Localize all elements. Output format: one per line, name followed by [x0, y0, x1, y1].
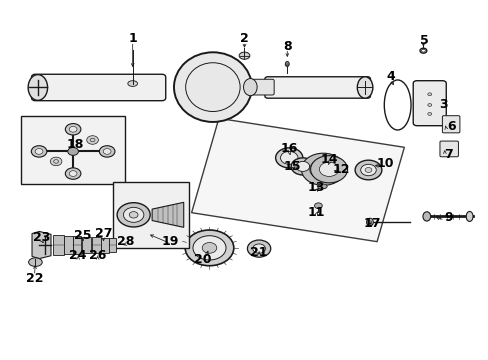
Ellipse shape	[129, 212, 138, 218]
Ellipse shape	[202, 243, 216, 253]
Bar	[53, 235, 63, 255]
Text: 5: 5	[419, 34, 428, 47]
FancyBboxPatch shape	[412, 81, 446, 126]
Ellipse shape	[290, 158, 314, 175]
Ellipse shape	[319, 162, 338, 176]
Text: 2: 2	[240, 32, 248, 45]
FancyBboxPatch shape	[264, 77, 370, 98]
Ellipse shape	[65, 123, 81, 135]
Ellipse shape	[309, 159, 336, 179]
Text: 17: 17	[363, 217, 380, 230]
Text: 6: 6	[446, 120, 454, 133]
Bar	[113, 182, 188, 248]
Text: 24: 24	[69, 249, 87, 262]
Text: 21: 21	[250, 246, 267, 258]
Text: 10: 10	[376, 157, 393, 170]
Ellipse shape	[174, 52, 251, 122]
Ellipse shape	[65, 168, 81, 179]
Ellipse shape	[295, 161, 309, 171]
Text: 1: 1	[128, 32, 137, 45]
Ellipse shape	[31, 146, 47, 157]
Ellipse shape	[427, 104, 431, 107]
Ellipse shape	[247, 240, 270, 257]
Bar	[73, 237, 81, 253]
FancyBboxPatch shape	[248, 79, 274, 95]
Ellipse shape	[50, 157, 62, 166]
Text: 22: 22	[26, 272, 43, 285]
Ellipse shape	[365, 167, 371, 172]
Bar	[109, 238, 116, 252]
Text: 8: 8	[283, 40, 291, 53]
Ellipse shape	[193, 236, 225, 260]
Bar	[101, 238, 109, 252]
Ellipse shape	[275, 148, 302, 168]
Ellipse shape	[35, 149, 43, 154]
Ellipse shape	[465, 211, 472, 221]
Text: 18: 18	[66, 139, 84, 152]
Text: 7: 7	[444, 148, 452, 162]
Ellipse shape	[69, 126, 77, 132]
Ellipse shape	[427, 93, 431, 96]
Ellipse shape	[280, 152, 297, 164]
Text: 19: 19	[162, 235, 179, 248]
Ellipse shape	[301, 153, 345, 185]
Polygon shape	[32, 231, 51, 258]
Text: 11: 11	[307, 206, 325, 219]
Text: 28: 28	[117, 235, 134, 248]
Ellipse shape	[123, 207, 143, 222]
Bar	[64, 236, 73, 254]
Bar	[191, 118, 404, 242]
Text: 16: 16	[280, 142, 297, 155]
Ellipse shape	[86, 136, 98, 144]
Bar	[81, 237, 91, 253]
Ellipse shape	[117, 203, 150, 227]
Text: 4: 4	[385, 70, 394, 83]
Text: 15: 15	[283, 160, 300, 173]
Bar	[21, 116, 125, 184]
Ellipse shape	[68, 148, 78, 156]
Ellipse shape	[243, 78, 257, 96]
Text: 14: 14	[320, 153, 338, 166]
Ellipse shape	[29, 258, 42, 266]
Ellipse shape	[103, 149, 111, 154]
Ellipse shape	[314, 203, 322, 208]
Polygon shape	[152, 202, 183, 227]
Ellipse shape	[360, 164, 375, 176]
Ellipse shape	[285, 62, 288, 66]
Ellipse shape	[185, 230, 233, 266]
Ellipse shape	[427, 112, 431, 115]
Ellipse shape	[28, 75, 47, 100]
Text: 13: 13	[307, 181, 325, 194]
Text: 20: 20	[194, 253, 211, 266]
Text: 12: 12	[332, 163, 350, 176]
FancyBboxPatch shape	[31, 74, 165, 101]
Ellipse shape	[69, 171, 77, 176]
FancyBboxPatch shape	[439, 141, 458, 157]
Bar	[92, 237, 101, 253]
Text: 27: 27	[95, 227, 112, 240]
Text: 25: 25	[74, 229, 92, 242]
Ellipse shape	[422, 212, 430, 221]
Ellipse shape	[354, 160, 381, 180]
FancyBboxPatch shape	[442, 116, 459, 133]
Ellipse shape	[357, 77, 372, 98]
Text: 23: 23	[33, 231, 50, 244]
Ellipse shape	[127, 81, 137, 86]
Ellipse shape	[317, 184, 326, 189]
Ellipse shape	[99, 146, 115, 157]
Ellipse shape	[252, 244, 265, 253]
Text: 9: 9	[444, 211, 452, 224]
Text: 3: 3	[439, 99, 447, 112]
Ellipse shape	[239, 52, 249, 59]
Ellipse shape	[366, 218, 372, 226]
Text: 26: 26	[89, 249, 106, 262]
Ellipse shape	[310, 156, 347, 183]
